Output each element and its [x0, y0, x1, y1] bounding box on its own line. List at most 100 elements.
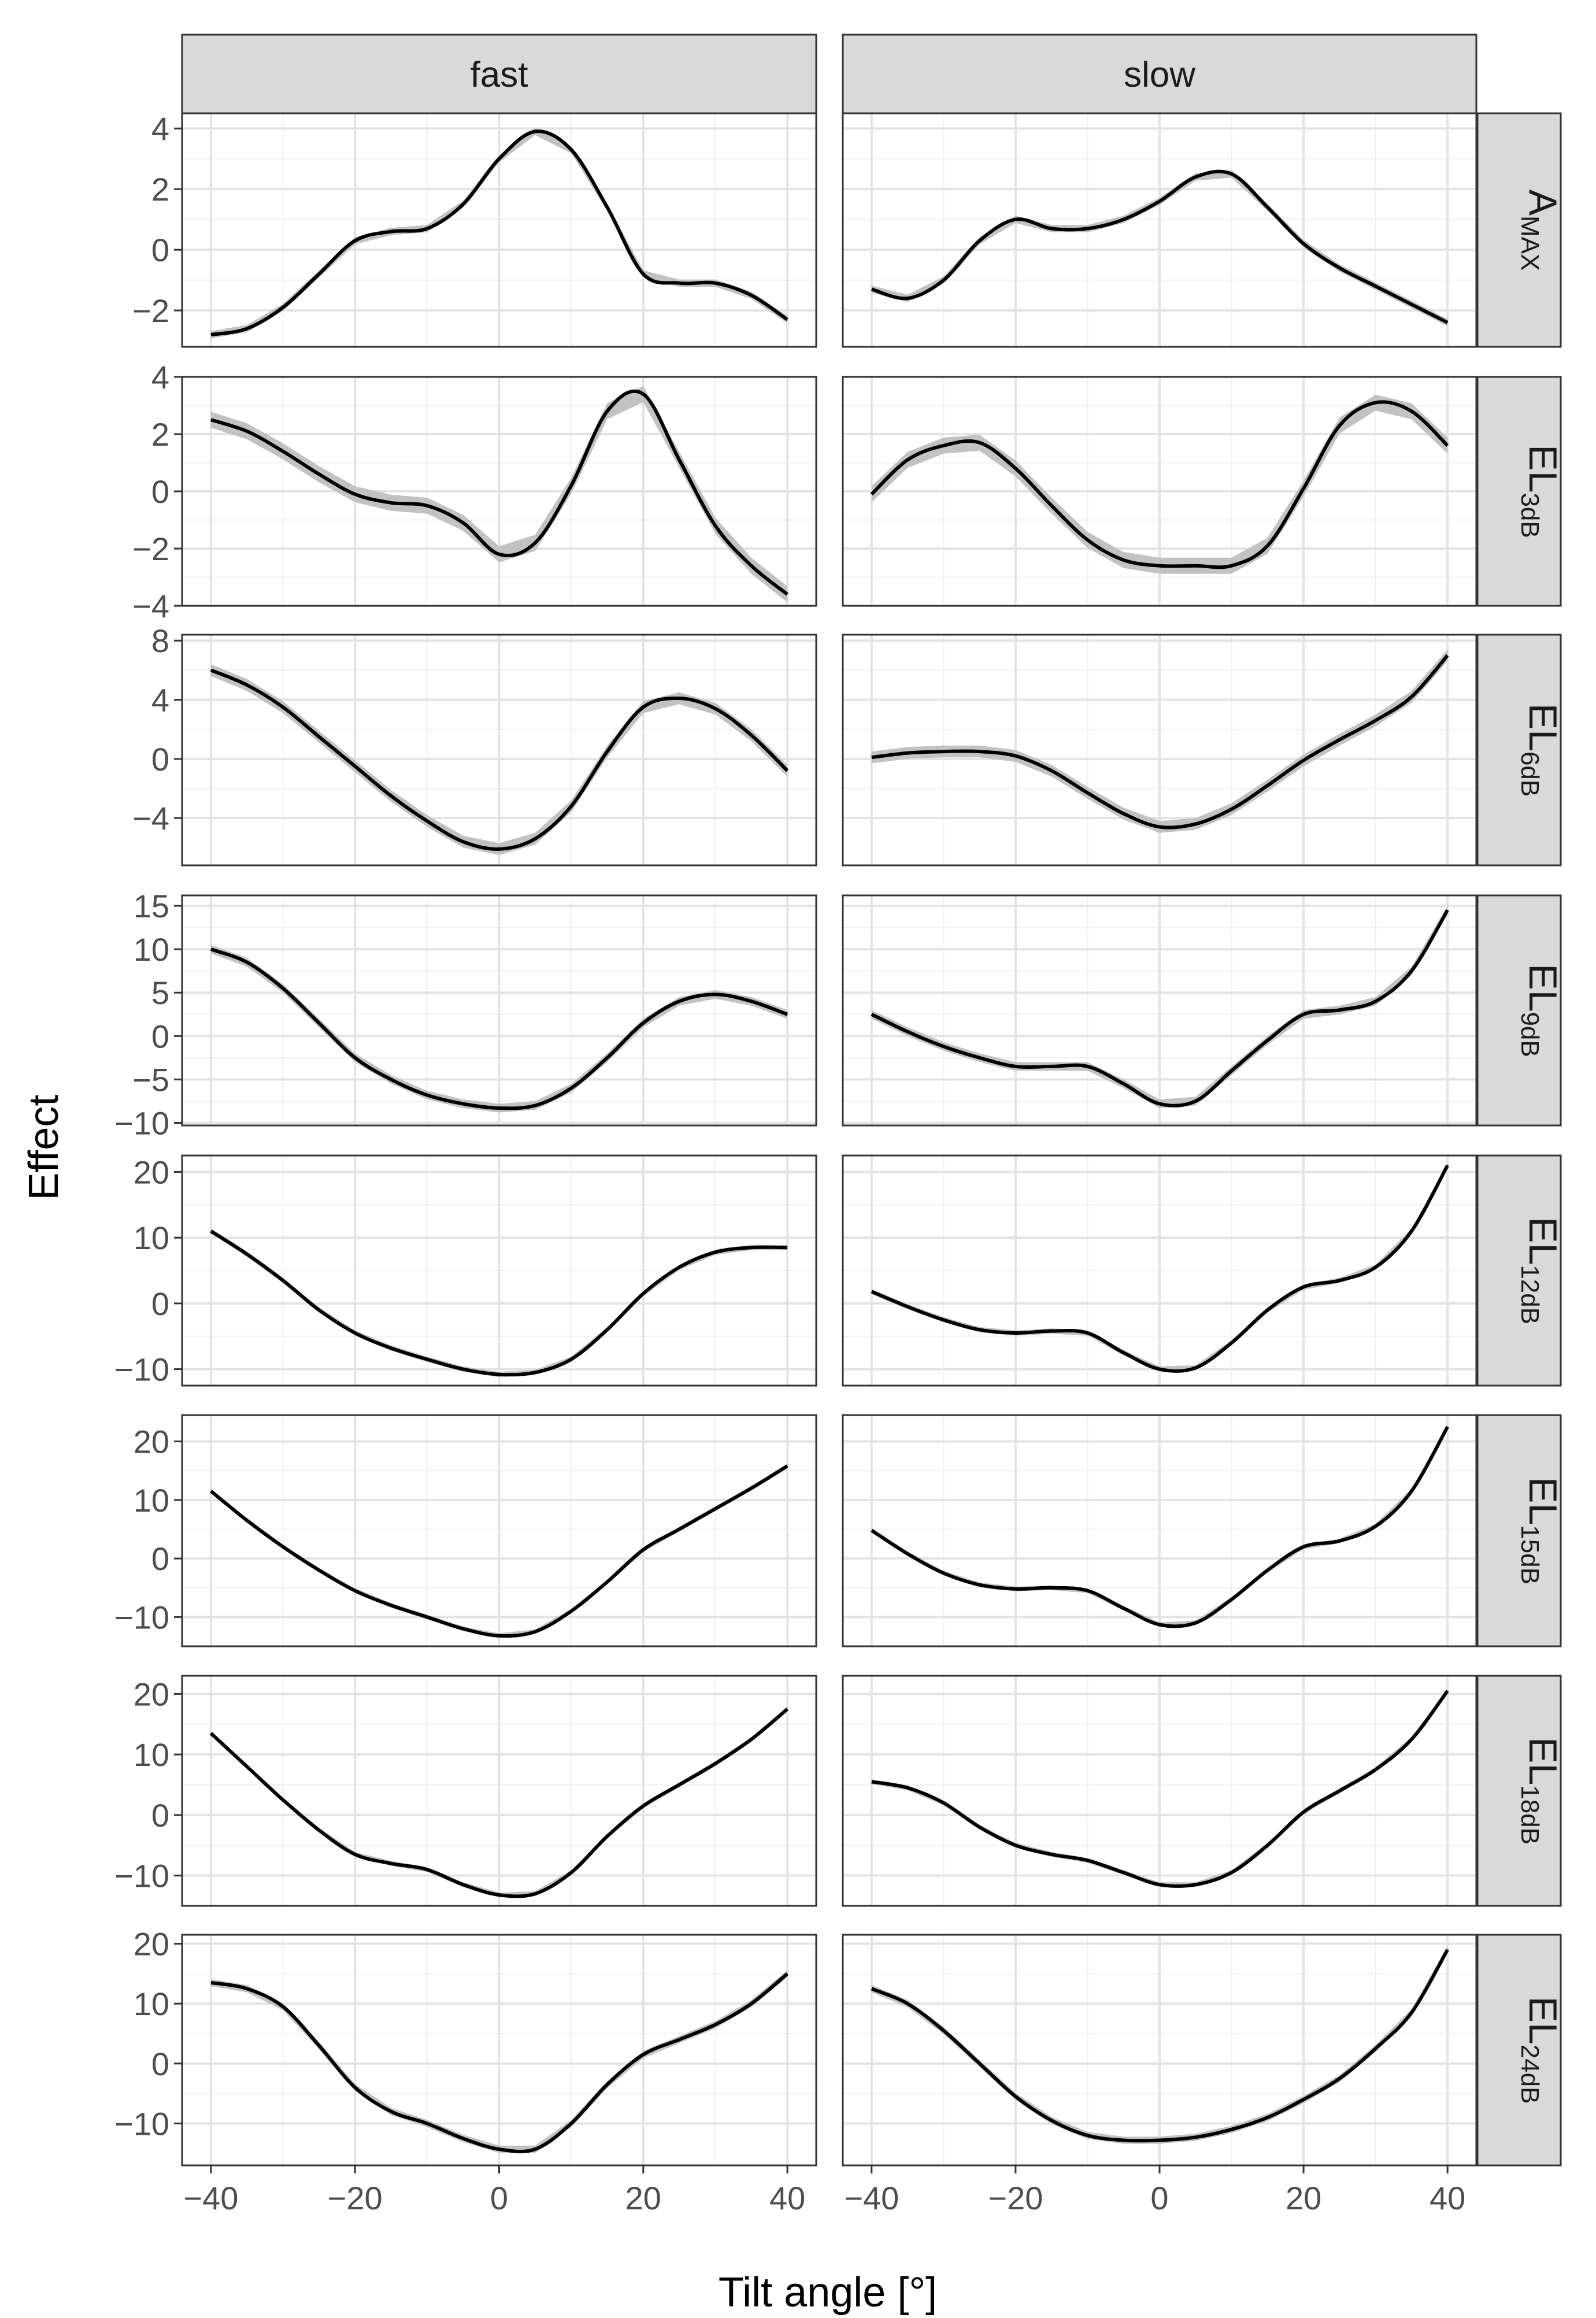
row-strip-EL12dB: EL12dB	[1476, 1154, 1565, 1387]
strip-fast: fast	[181, 34, 817, 114]
panel-fast-AMAX	[181, 112, 817, 348]
confidence-band	[210, 664, 788, 856]
row-strip-EL9dB: EL9dB	[1476, 894, 1565, 1127]
y-tick-label: 4	[151, 359, 169, 395]
panel-fast-EL3dB	[181, 376, 817, 607]
series-line-slow	[871, 169, 1449, 324]
y-tick-label: 10	[134, 1482, 169, 1519]
series-line-fast	[210, 129, 788, 336]
y-tick-label: 8	[151, 623, 169, 659]
series-line-slow	[871, 654, 1449, 830]
series-line-fast	[209, 1708, 789, 1898]
row-strip-EL6dB: EL6dB	[1476, 634, 1565, 867]
y-axis-row-4: −10 0 10 20	[114, 1154, 182, 1388]
panel-border	[842, 1675, 1477, 1907]
confidence-band	[210, 386, 788, 603]
y-axis-row-1: −4 −2 0 2 4	[132, 359, 182, 624]
x-axis-fast: −40 −20 0 20 40	[183, 2165, 805, 2216]
series-line-fast	[210, 1972, 789, 2154]
row-strip-EL3dB: EL3dB	[1476, 376, 1565, 607]
x-tick-label: 40	[1430, 2180, 1465, 2216]
series-line-slow	[871, 1690, 1449, 1888]
y-tick-label: 0	[151, 232, 169, 268]
panel-border	[842, 1154, 1477, 1387]
y-axes: −2 0 2 4 −4 −2 0 2 4 −4 0 4 8 −10 −5 0 5 10 15 −10 0 10 20 −10 0…	[114, 110, 182, 2142]
y-tick-label: −2	[132, 292, 169, 329]
x-axes: −40 −20 0 20 40 −40 −20 0 20 40	[183, 2165, 1465, 2216]
row-strip-label: EL24dB	[1516, 1997, 1565, 2104]
confidence-band	[871, 906, 1448, 1108]
y-tick-label: 10	[134, 931, 169, 968]
x-tick-label: −40	[844, 2180, 899, 2216]
panel-border	[842, 894, 1477, 1127]
series-line-slow	[870, 400, 1449, 569]
strip-slow: slow	[842, 34, 1477, 114]
y-tick-label: 5	[151, 975, 169, 1011]
strip-label-slow: slow	[1124, 55, 1195, 95]
y-axis-title: Effect	[21, 1095, 67, 1201]
y-tick-label: −10	[114, 1858, 169, 1894]
y-tick-label: 10	[134, 1986, 169, 2022]
panel-border	[181, 1154, 817, 1387]
x-tick-label: 0	[490, 2180, 508, 2216]
row-strip-label: EL9dB	[1516, 964, 1565, 1057]
panel-fast-EL18dB	[181, 1675, 817, 1907]
panel-border	[842, 1414, 1477, 1647]
row-strip-EL24dB: EL24dB	[1476, 1934, 1565, 2167]
series-line-fast	[210, 668, 789, 851]
row-strip-label: EL18dB	[1516, 1737, 1565, 1845]
series-line-fast	[210, 389, 788, 596]
panel-fast-EL6dB	[181, 634, 817, 867]
panels	[181, 112, 1477, 2167]
series-line-slow	[871, 909, 1449, 1108]
y-tick-label: 10	[134, 1220, 169, 1256]
x-tick-label: 20	[1286, 2180, 1321, 2216]
y-tick-label: 0	[151, 1797, 169, 1834]
y-tick-label: 4	[151, 682, 169, 719]
x-tick-label: −20	[988, 2180, 1043, 2216]
y-tick-label: −10	[114, 1105, 169, 1141]
y-axis-row-3: −10 −5 0 5 10 15	[114, 888, 182, 1141]
row-strip-label: EL15dB	[1516, 1477, 1565, 1584]
series-line-slow	[871, 1949, 1449, 2143]
confidence-band	[871, 649, 1448, 833]
panel-slow-EL12dB	[842, 1154, 1477, 1387]
y-tick-label: −4	[132, 588, 169, 624]
y-tick-label: 0	[151, 473, 169, 510]
row-strip-label: EL12dB	[1516, 1217, 1565, 1324]
y-tick-label: 20	[134, 1676, 169, 1712]
panel-fast-EL15dB	[181, 1414, 817, 1647]
y-tick-label: 4	[151, 110, 169, 147]
y-tick-label: −10	[114, 2105, 169, 2142]
y-axis-row-0: −2 0 2 4	[132, 110, 182, 329]
panel-slow-EL15dB	[842, 1414, 1477, 1647]
series-line-slow	[871, 1425, 1449, 1628]
y-axis-row-7: −10 0 10 20	[114, 1926, 182, 2142]
strip-label-fast: fast	[471, 55, 528, 95]
x-tick-label: −20	[328, 2180, 383, 2216]
y-tick-label: 20	[134, 1424, 169, 1460]
panel-border	[842, 376, 1477, 607]
x-tick-label: −40	[183, 2180, 238, 2216]
facet-strips: fast slow AMAX EL3dB EL6dB EL9dB EL12dB EL15dB E…	[181, 34, 1565, 2167]
y-tick-label: 0	[151, 1018, 169, 1054]
y-tick-label: 2	[151, 171, 169, 208]
y-tick-label: −2	[132, 531, 169, 567]
row-strip-AMAX: AMAX	[1476, 112, 1565, 348]
panel-fast-EL12dB	[181, 1154, 817, 1387]
series-line-slow	[871, 1164, 1449, 1373]
x-tick-label: 40	[769, 2180, 805, 2216]
x-axis-title: Tilt angle [°]	[719, 2269, 937, 2316]
panel-border	[181, 1675, 817, 1907]
confidence-band	[871, 394, 1448, 574]
row-strip-EL15dB: EL15dB	[1476, 1414, 1565, 1647]
y-tick-label: 0	[151, 2046, 169, 2082]
row-strip-EL18dB: EL18dB	[1476, 1675, 1565, 1907]
y-tick-label: 0	[151, 1541, 169, 1577]
y-axis-row-2: −4 0 4 8	[132, 623, 182, 836]
y-tick-label: −5	[132, 1061, 169, 1098]
y-axis-row-5: −10 0 10 20	[114, 1424, 182, 1635]
panel-fast-EL9dB	[181, 894, 817, 1127]
y-tick-label: −4	[132, 800, 169, 836]
panel-slow-EL24dB	[842, 1934, 1477, 2167]
